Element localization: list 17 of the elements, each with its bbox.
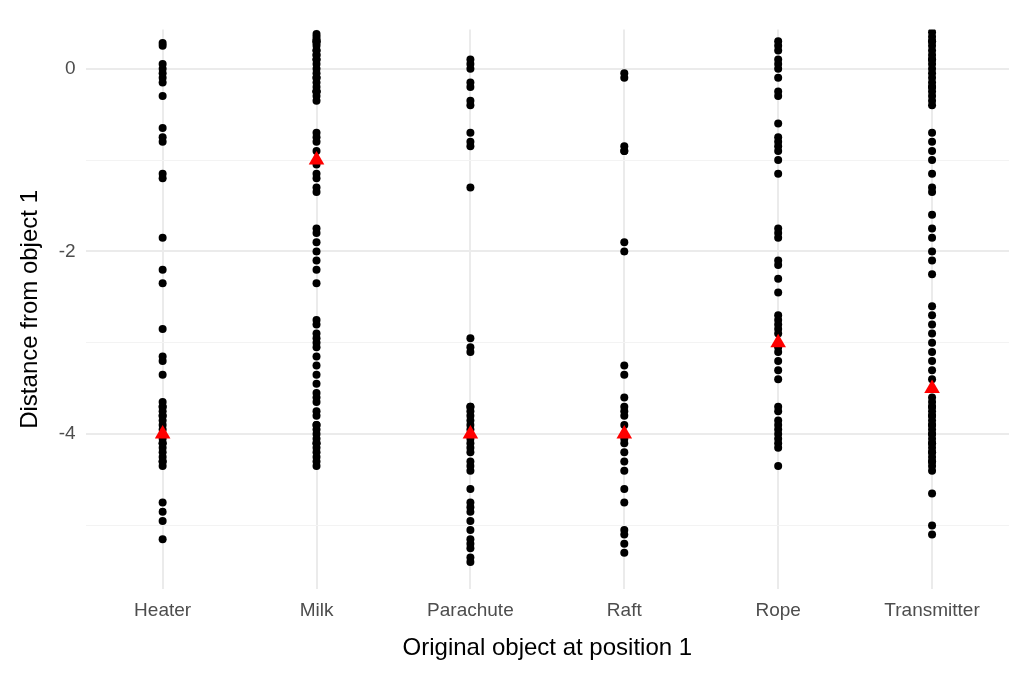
point: [616, 425, 633, 439]
y-axis-title: Distance from object 1: [15, 190, 43, 429]
x-axis-title: Original object at position 1: [402, 633, 693, 661]
x-tick-label: Milk: [299, 599, 334, 621]
x-tick-label: Raft: [606, 599, 643, 621]
y-tick-label: 0: [65, 56, 76, 78]
y-tick-label: -2: [58, 239, 76, 261]
y-tick-label: -4: [58, 422, 77, 444]
point: [154, 425, 171, 439]
point: [770, 333, 786, 348]
x-tick-label: Rope: [755, 599, 801, 621]
point: [924, 379, 940, 393]
x-tick-label: Parachute: [427, 599, 514, 621]
x-tick-label: Heater: [134, 599, 192, 621]
point: [462, 425, 479, 439]
point: [308, 151, 325, 165]
x-tick-label: Transmitter: [884, 599, 981, 621]
